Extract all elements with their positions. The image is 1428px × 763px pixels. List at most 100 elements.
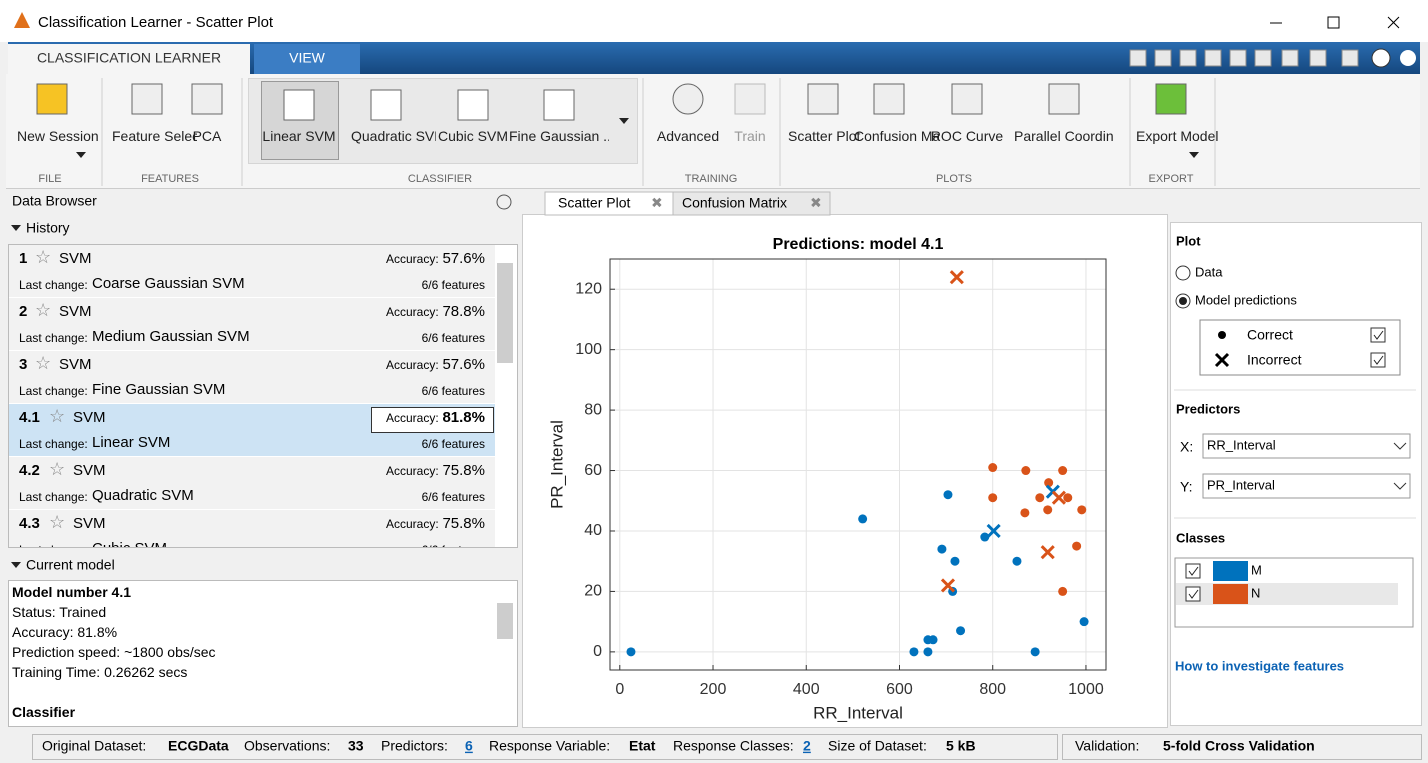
dropdown[interactable] bbox=[1202, 433, 1411, 459]
favorite-star[interactable]: ☆ bbox=[35, 353, 52, 373]
collapse-icon[interactable] bbox=[11, 562, 21, 568]
quick-access-icon[interactable] bbox=[1179, 49, 1197, 67]
history-item[interactable]: 2 ☆ SVM Accuracy: 78.8% Last change: Medium Ga… bbox=[9, 298, 495, 351]
model-id: 4.3 bbox=[19, 515, 40, 532]
toolstrip-button[interactable]: Linear SVM bbox=[249, 129, 349, 169]
quick-access-icon[interactable] bbox=[1281, 49, 1299, 67]
toolstrip-button[interactable]: Train bbox=[700, 129, 800, 169]
button-icon bbox=[543, 89, 575, 121]
radio[interactable] bbox=[1175, 265, 1191, 281]
favorite-star[interactable]: ☆ bbox=[49, 406, 66, 426]
collapse-icon[interactable] bbox=[11, 225, 21, 231]
button-label: Parallel Coordinates Plot bbox=[1014, 129, 1114, 144]
close[interactable] bbox=[1387, 16, 1400, 29]
gallery-dropdown[interactable] bbox=[619, 118, 629, 124]
quick-access-icon[interactable] bbox=[1154, 49, 1172, 67]
x-tick-label: 0 bbox=[615, 681, 624, 698]
toolstrip-button[interactable]: Confusion Matrix bbox=[839, 129, 939, 169]
favorite-star[interactable]: ☆ bbox=[49, 459, 66, 479]
panel-title: Data Browser bbox=[12, 193, 97, 209]
toolstrip-button[interactable]: Quadratic SVM bbox=[336, 129, 436, 169]
model-id: 4.2 bbox=[19, 462, 40, 479]
toolstrip-button[interactable]: Cubic SVM bbox=[423, 129, 523, 169]
scrollbar[interactable] bbox=[497, 263, 513, 363]
quick-access-icon[interactable] bbox=[1129, 49, 1147, 67]
scrollbar[interactable] bbox=[497, 603, 513, 639]
favorite-star[interactable]: ☆ bbox=[49, 512, 66, 532]
dropdown[interactable] bbox=[1202, 473, 1411, 499]
legend-label: Incorrect bbox=[1247, 352, 1302, 368]
toolstrip-button[interactable]: PCA bbox=[157, 129, 257, 169]
y-tick-label: 120 bbox=[575, 280, 602, 297]
tab-close: ✖ bbox=[651, 195, 663, 211]
x-tick-label: 600 bbox=[886, 681, 913, 698]
button-icon bbox=[370, 89, 402, 121]
class-row bbox=[1176, 583, 1398, 605]
ribbon-tab[interactable] bbox=[254, 44, 360, 74]
toolstrip-button[interactable]: Feature Selection bbox=[97, 129, 197, 169]
accuracy-value: 57.6% bbox=[442, 356, 485, 373]
model-detail: Status: Trained bbox=[12, 604, 107, 620]
change-label: Last change: bbox=[19, 543, 88, 547]
toolstrip-button[interactable]: ROC Curve bbox=[917, 129, 1017, 169]
button-label: Train bbox=[734, 129, 766, 144]
model-detail: Model number 4.1 bbox=[12, 584, 132, 600]
checkbox[interactable] bbox=[1185, 586, 1201, 602]
legend-dot bbox=[1218, 331, 1226, 339]
status-value[interactable]: 2 bbox=[803, 738, 811, 754]
x-tick-label: 1000 bbox=[1068, 681, 1104, 698]
favorite-star[interactable]: ☆ bbox=[35, 300, 52, 320]
toolstrip-button[interactable]: Parallel Coordinates Plot bbox=[1014, 129, 1114, 169]
class-swatch bbox=[1213, 584, 1248, 604]
status-box bbox=[32, 734, 1058, 760]
minimize-ribbon[interactable] bbox=[1400, 50, 1416, 66]
status-label: Size of Dataset: bbox=[828, 738, 927, 754]
button-label: Fine Gaussian ... bbox=[509, 129, 609, 144]
favorite-star[interactable]: ☆ bbox=[35, 247, 52, 267]
button-label: Scatter Plot bbox=[788, 129, 861, 144]
x-tick-label: 400 bbox=[793, 681, 820, 698]
button-label: Export Model bbox=[1136, 129, 1219, 144]
quick-access-icon[interactable] bbox=[1254, 49, 1272, 67]
change-value: Quadratic SVM bbox=[92, 487, 194, 504]
history-item[interactable]: 3 ☆ SVM Accuracy: 57.6% Last change: Fine Gaus… bbox=[9, 351, 495, 404]
doc-tab[interactable] bbox=[672, 191, 831, 216]
help-icon[interactable] bbox=[1371, 48, 1391, 68]
toolstrip-button[interactable]: Export Model bbox=[1121, 129, 1221, 169]
accuracy-label: Accuracy: bbox=[386, 517, 439, 531]
change-value: Medium Gaussian SVM bbox=[92, 328, 250, 345]
correct-marker bbox=[1021, 466, 1031, 476]
status-value[interactable]: 6 bbox=[465, 738, 473, 754]
toolstrip-button[interactable]: Scatter Plot bbox=[773, 129, 873, 169]
toolstrip-button[interactable]: Advanced bbox=[638, 129, 738, 169]
checkbox[interactable] bbox=[1185, 563, 1201, 579]
ribbon-tab-active[interactable] bbox=[8, 44, 250, 74]
button-label: New Session bbox=[17, 129, 99, 144]
quick-access-icon[interactable] bbox=[1341, 49, 1359, 67]
toolstrip-button[interactable]: New Session bbox=[2, 129, 102, 169]
status-value: 5-fold Cross Validation bbox=[1163, 738, 1315, 754]
maximize[interactable] bbox=[1327, 16, 1340, 29]
y-tick-label: 0 bbox=[593, 643, 602, 660]
y-tick-label: 20 bbox=[584, 583, 602, 600]
history-item[interactable]: 4.2 ☆ SVM Accuracy: 75.8% Last change: Quadrat… bbox=[9, 457, 495, 510]
change-value: Fine Gaussian SVM bbox=[92, 381, 226, 398]
history-item[interactable]: 4.1 ☆ SVM Accuracy: 81.8% Last change: Linear … bbox=[9, 404, 495, 457]
correct-marker bbox=[1058, 466, 1068, 476]
quick-access-icon[interactable] bbox=[1204, 49, 1222, 67]
help-link[interactable]: How to investigate features bbox=[1175, 658, 1344, 673]
y-tick-label: 80 bbox=[584, 401, 602, 418]
checkbox[interactable] bbox=[1370, 327, 1386, 343]
x-axis-label: RR_Interval bbox=[813, 703, 903, 722]
history-item[interactable]: 1 ☆ SVM Accuracy: 57.6% Last change: Coarse Ga… bbox=[9, 245, 495, 298]
quick-access-icon[interactable] bbox=[1309, 49, 1327, 67]
class-swatch bbox=[1213, 561, 1248, 581]
history-item[interactable]: 4.3 ☆ SVM Accuracy:75.8% Last change: Cubic S… bbox=[9, 510, 495, 547]
toolstrip-button[interactable]: Fine Gaussian ... bbox=[509, 129, 609, 169]
button-label: Quadratic SVM bbox=[351, 129, 436, 144]
x-tick-label: 200 bbox=[700, 681, 727, 698]
checkbox[interactable] bbox=[1370, 352, 1386, 368]
button-icon bbox=[457, 89, 489, 121]
panel-menu[interactable] bbox=[496, 194, 512, 210]
quick-access-icon[interactable] bbox=[1229, 49, 1247, 67]
